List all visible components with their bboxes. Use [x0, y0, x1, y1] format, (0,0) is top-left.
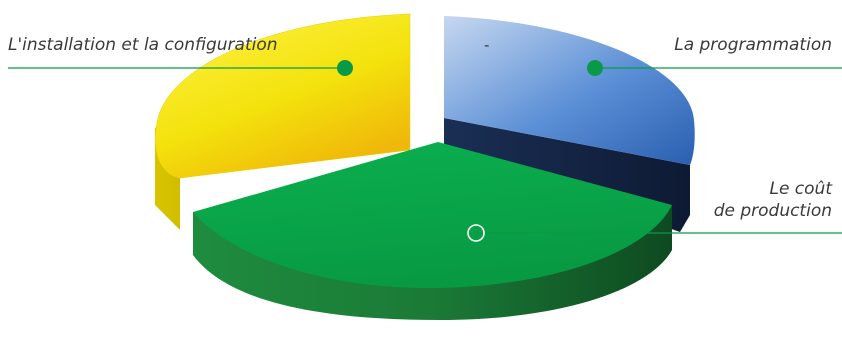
marker-cout: [467, 224, 485, 242]
marker-programmation: [587, 60, 603, 76]
label-programmation: La programmation: [674, 35, 832, 55]
annotation-dash: -: [484, 36, 490, 54]
slice-cout-side: [193, 205, 672, 320]
label-cout-line2: de production: [713, 201, 832, 221]
slice-installation: [154, 13, 411, 179]
slice-cout: [193, 142, 672, 289]
label-cout: Le coût de production: [714, 178, 832, 222]
label-cout-line1: Le coût: [769, 179, 832, 199]
marker-installation: [337, 60, 353, 76]
slice-programmation: [444, 16, 695, 165]
label-installation: L'installation et la configuration: [8, 35, 278, 55]
